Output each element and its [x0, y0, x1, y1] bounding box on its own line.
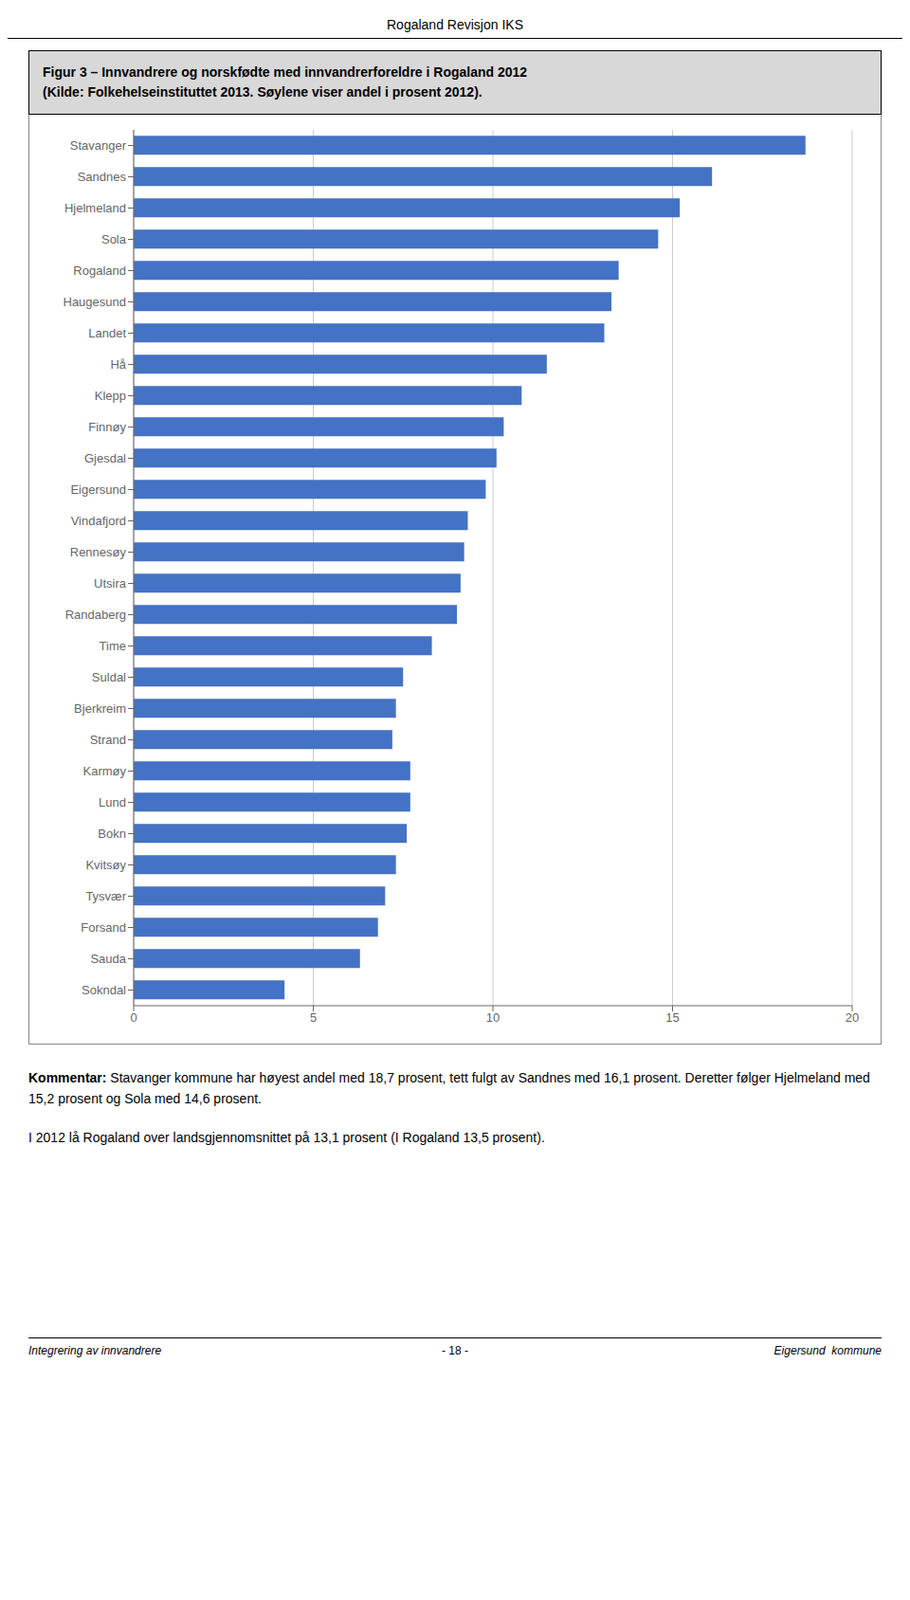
svg-text:Rennesøy: Rennesøy	[70, 545, 128, 560]
svg-text:Haugesund: Haugesund	[63, 294, 128, 310]
html-text:- 18 -: - 18 -	[441, 1344, 469, 1358]
svg-text:Strand: Strand	[90, 732, 127, 747]
svg-text:Landet: Landet	[88, 326, 127, 341]
html-text:Rogaland Revisjon IKS: Rogaland Revisjon IKS	[386, 17, 524, 33]
svg-text:15: 15	[665, 1010, 679, 1025]
svg-text:5: 5	[309, 1010, 317, 1025]
svg-text:Sola: Sola	[101, 232, 128, 247]
svg-text:Suldal: Suldal	[91, 670, 127, 685]
svg-text:Lund: Lund	[98, 795, 127, 810]
html-text:(Kilde: Folkehelseinstituttet: (Kilde: Folkehelseinstituttet 2013. Søyl…	[42, 84, 483, 100]
html-text:Eigersund kommune: Eigersund kommune	[774, 1344, 882, 1358]
svg-text:Hå: Hå	[109, 357, 127, 372]
svg-text:Kvitsøy: Kvitsøy	[85, 857, 127, 873]
svg-text:Sauda: Sauda	[90, 951, 127, 966]
svg-text:Bjerkreim: Bjerkreim	[73, 701, 127, 716]
svg-text:Tysvær: Tysvær	[85, 889, 127, 904]
svg-text:20: 20	[845, 1010, 859, 1025]
svg-text:Utsira: Utsira	[93, 576, 128, 591]
svg-text:Hjelmeland: Hjelmeland	[64, 200, 127, 216]
svg-text:Gjesdal: Gjesdal	[84, 451, 127, 466]
svg-text:Rogaland: Rogaland	[72, 263, 127, 278]
svg-text:Eigersund: Eigersund	[70, 482, 127, 497]
svg-text:Randaberg: Randaberg	[65, 607, 127, 622]
svg-text:Sokndal: Sokndal	[81, 982, 127, 998]
svg-text:Forsand: Forsand	[80, 920, 127, 935]
svg-text:Klepp: Klepp	[94, 388, 127, 403]
svg-text:Stavanger: Stavanger	[70, 138, 128, 153]
svg-text:Vindafjord: Vindafjord	[71, 513, 127, 528]
html-text:Integrering av innvandrere: Integrering av innvandrere	[28, 1344, 162, 1358]
svg-text:Karmøy: Karmøy	[83, 764, 128, 779]
html-text:Kommentar: Stavanger kommune h: Kommentar: Stavanger kommune har høyest …	[28, 1070, 874, 1107]
html-text:Figur 3 – Innvandrere og norsk: Figur 3 – Innvandrere og norskfødte med …	[42, 64, 528, 80]
svg-text:Time: Time	[99, 638, 127, 654]
svg-text:Finnøy: Finnøy	[88, 419, 127, 435]
svg-text:Sandnes: Sandnes	[77, 169, 128, 184]
svg-text:10: 10	[486, 1010, 500, 1025]
svg-text:0: 0	[129, 1010, 137, 1025]
svg-text:Bokn: Bokn	[97, 826, 127, 841]
html-text:I 2012 lå Rogaland over landsg: I 2012 lå Rogaland over landsgjennomsnit…	[28, 1129, 545, 1145]
